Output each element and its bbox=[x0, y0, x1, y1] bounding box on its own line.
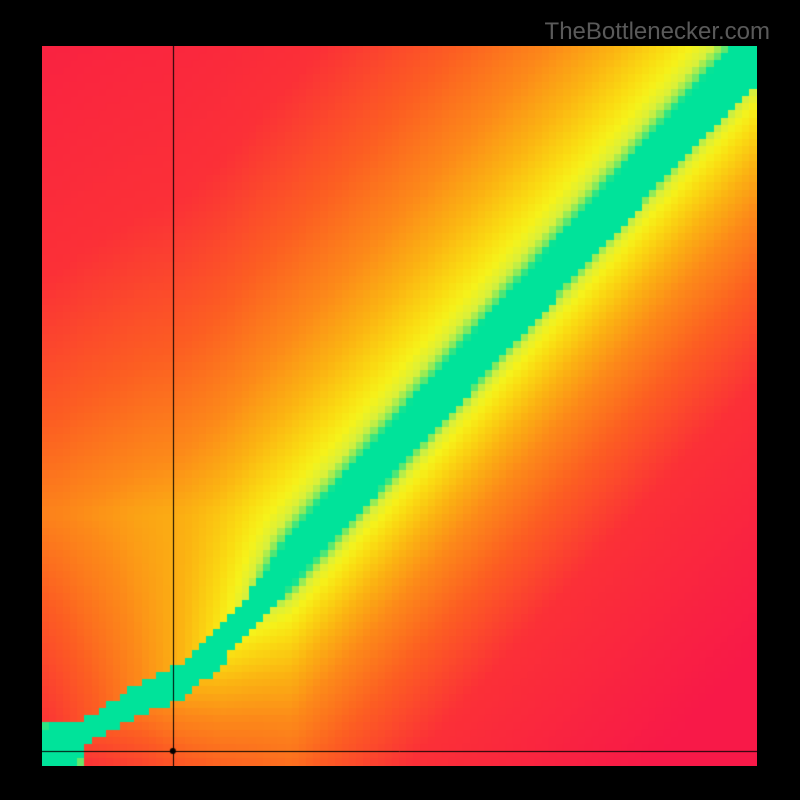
watermark-text: TheBottlenecker.com bbox=[545, 18, 770, 46]
heatmap-canvas bbox=[42, 46, 757, 766]
chart-container: TheBottlenecker.com bbox=[0, 0, 800, 800]
